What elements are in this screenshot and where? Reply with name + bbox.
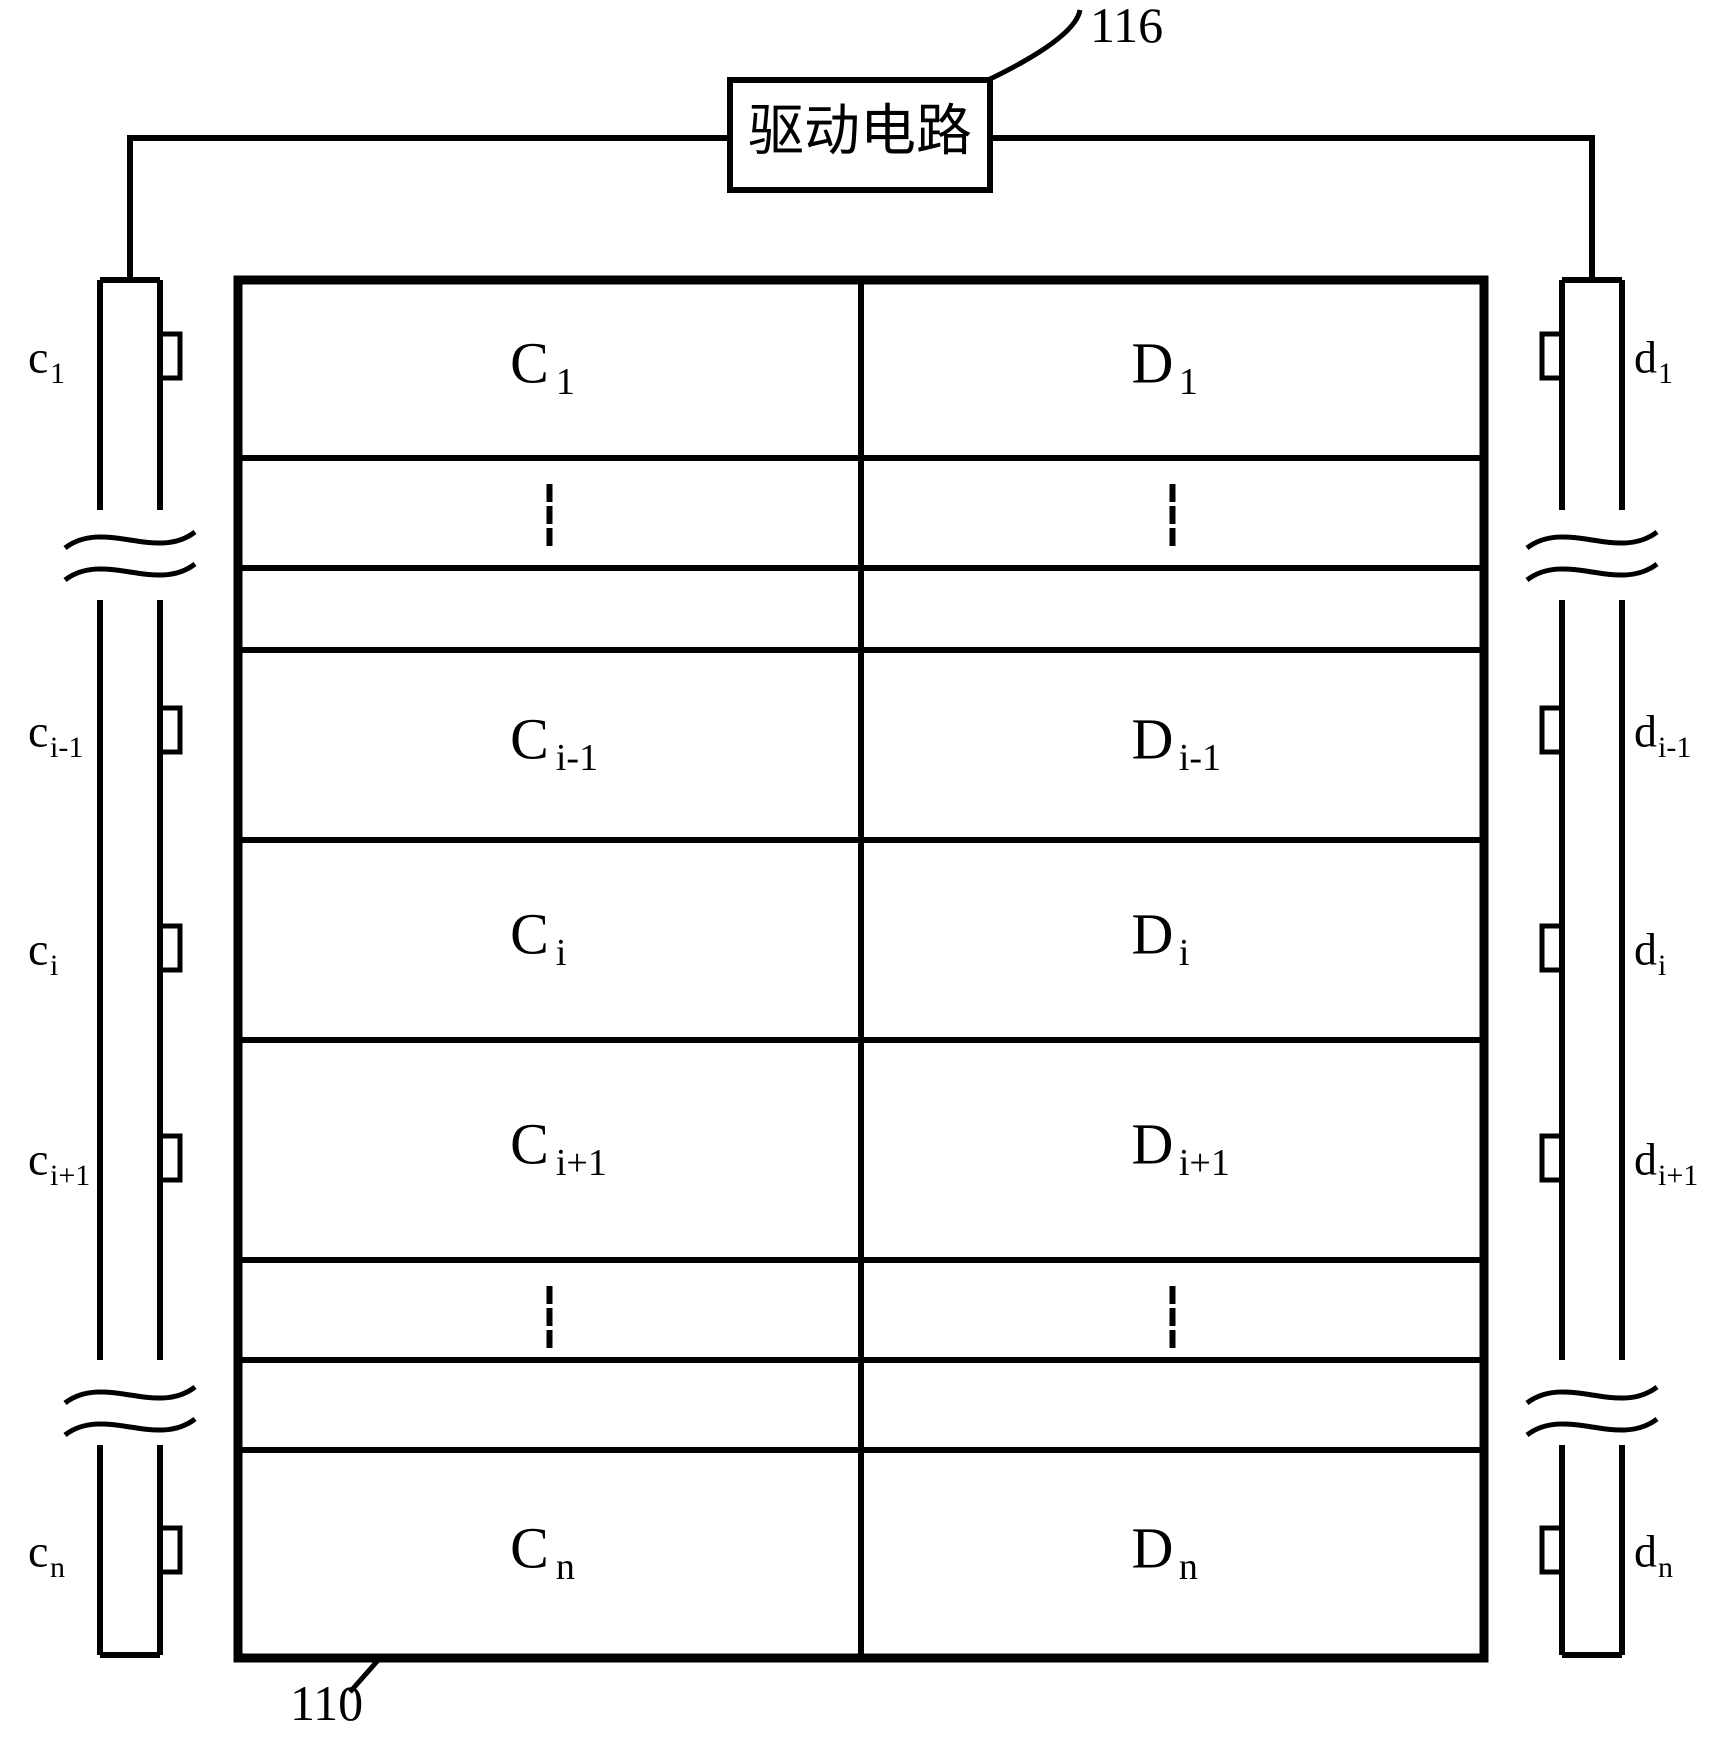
svg-text:i-1: i-1 bbox=[1179, 737, 1221, 779]
svg-text:c: c bbox=[28, 1526, 48, 1577]
right-tab-label-4: dn bbox=[1634, 1526, 1673, 1584]
right-tab-label-0: d1 bbox=[1634, 332, 1673, 390]
svg-text:D: D bbox=[1132, 330, 1174, 395]
main-right-0: D1 bbox=[1132, 330, 1198, 403]
main-right-2: Di bbox=[1132, 901, 1190, 974]
right-break-1-b bbox=[1527, 1419, 1657, 1435]
ref-110: 110 bbox=[290, 1675, 363, 1731]
svg-text:c: c bbox=[28, 332, 48, 383]
dots-left-0-1 bbox=[547, 506, 553, 524]
svg-text:i: i bbox=[1179, 932, 1190, 974]
main-left-3: Ci+1 bbox=[510, 1111, 607, 1184]
main-right-1: Di-1 bbox=[1132, 706, 1222, 779]
svg-text:C: C bbox=[510, 1111, 549, 1176]
svg-text:C: C bbox=[510, 706, 549, 771]
left-break-1-b bbox=[65, 1419, 195, 1435]
svg-text:n: n bbox=[1658, 1551, 1673, 1584]
dots-left-1-1 bbox=[547, 1308, 553, 1326]
svg-text:C: C bbox=[510, 330, 549, 395]
leader-116 bbox=[988, 10, 1080, 80]
dots-right-1-1 bbox=[1170, 1308, 1176, 1326]
svg-text:1: 1 bbox=[1179, 361, 1198, 403]
dots-right-1-2 bbox=[1170, 1330, 1176, 1348]
ref-116: 116 bbox=[1090, 0, 1163, 53]
svg-text:c: c bbox=[28, 1134, 48, 1185]
svg-text:D: D bbox=[1132, 1515, 1174, 1580]
left-tab-label-4: cn bbox=[28, 1526, 65, 1584]
right-break-0-a bbox=[1527, 532, 1657, 548]
svg-text:n: n bbox=[1179, 1546, 1198, 1588]
svg-text:i+1: i+1 bbox=[1179, 1142, 1230, 1184]
dots-left-0-2 bbox=[547, 528, 553, 546]
left-break-0-a bbox=[65, 532, 195, 548]
svg-text:n: n bbox=[50, 1551, 65, 1584]
left-tab-label-2: ci bbox=[28, 924, 58, 982]
main-left-1: Ci-1 bbox=[510, 706, 598, 779]
left-break-0-b bbox=[65, 564, 195, 580]
driver-label: 驱动电路 bbox=[748, 101, 972, 163]
dots-right-1-0 bbox=[1170, 1286, 1176, 1304]
svg-text:1: 1 bbox=[556, 361, 575, 403]
svg-text:i-1: i-1 bbox=[556, 737, 598, 779]
wire-left bbox=[130, 138, 730, 280]
right-break-0-b bbox=[1527, 564, 1657, 580]
main-left-4: Cn bbox=[510, 1515, 575, 1588]
main-right-3: Di+1 bbox=[1132, 1111, 1230, 1184]
svg-text:i: i bbox=[556, 932, 567, 974]
dots-left-0-0 bbox=[547, 484, 553, 502]
right-tab-label-3: di+1 bbox=[1634, 1134, 1698, 1192]
svg-text:i+1: i+1 bbox=[50, 1159, 90, 1192]
svg-text:1: 1 bbox=[1658, 357, 1673, 390]
dots-right-0-1 bbox=[1170, 506, 1176, 524]
main-left-2: Ci bbox=[510, 901, 566, 974]
svg-text:d: d bbox=[1634, 1526, 1657, 1577]
svg-text:i: i bbox=[1658, 949, 1666, 982]
main-right-4: Dn bbox=[1132, 1515, 1198, 1588]
svg-text:1: 1 bbox=[50, 357, 65, 390]
svg-text:D: D bbox=[1132, 901, 1174, 966]
svg-text:C: C bbox=[510, 1515, 549, 1580]
right-tab-label-1: di-1 bbox=[1634, 706, 1691, 764]
right-tab-label-2: di bbox=[1634, 924, 1666, 982]
dots-right-0-2 bbox=[1170, 528, 1176, 546]
dots-left-1-2 bbox=[547, 1330, 553, 1348]
right-break-1-a bbox=[1527, 1387, 1657, 1403]
svg-text:i-1: i-1 bbox=[50, 731, 83, 764]
svg-text:c: c bbox=[28, 706, 48, 757]
dots-right-0-0 bbox=[1170, 484, 1176, 502]
svg-text:d: d bbox=[1634, 1134, 1657, 1185]
svg-text:D: D bbox=[1132, 1111, 1174, 1176]
left-tab-label-3: ci+1 bbox=[28, 1134, 90, 1192]
svg-text:c: c bbox=[28, 924, 48, 975]
dots-left-1-0 bbox=[547, 1286, 553, 1304]
svg-text:D: D bbox=[1132, 706, 1174, 771]
svg-text:i: i bbox=[50, 949, 58, 982]
svg-text:i+1: i+1 bbox=[1658, 1159, 1698, 1192]
left-break-1-a bbox=[65, 1387, 195, 1403]
svg-text:d: d bbox=[1634, 706, 1657, 757]
left-tab-label-1: ci-1 bbox=[28, 706, 83, 764]
svg-text:n: n bbox=[556, 1546, 575, 1588]
svg-text:C: C bbox=[510, 901, 549, 966]
wire-right bbox=[990, 138, 1592, 280]
svg-text:d: d bbox=[1634, 924, 1657, 975]
svg-text:i-1: i-1 bbox=[1658, 731, 1691, 764]
main-left-0: C1 bbox=[510, 330, 575, 403]
left-tab-label-0: c1 bbox=[28, 332, 65, 390]
svg-text:i+1: i+1 bbox=[556, 1142, 607, 1184]
svg-text:d: d bbox=[1634, 332, 1657, 383]
